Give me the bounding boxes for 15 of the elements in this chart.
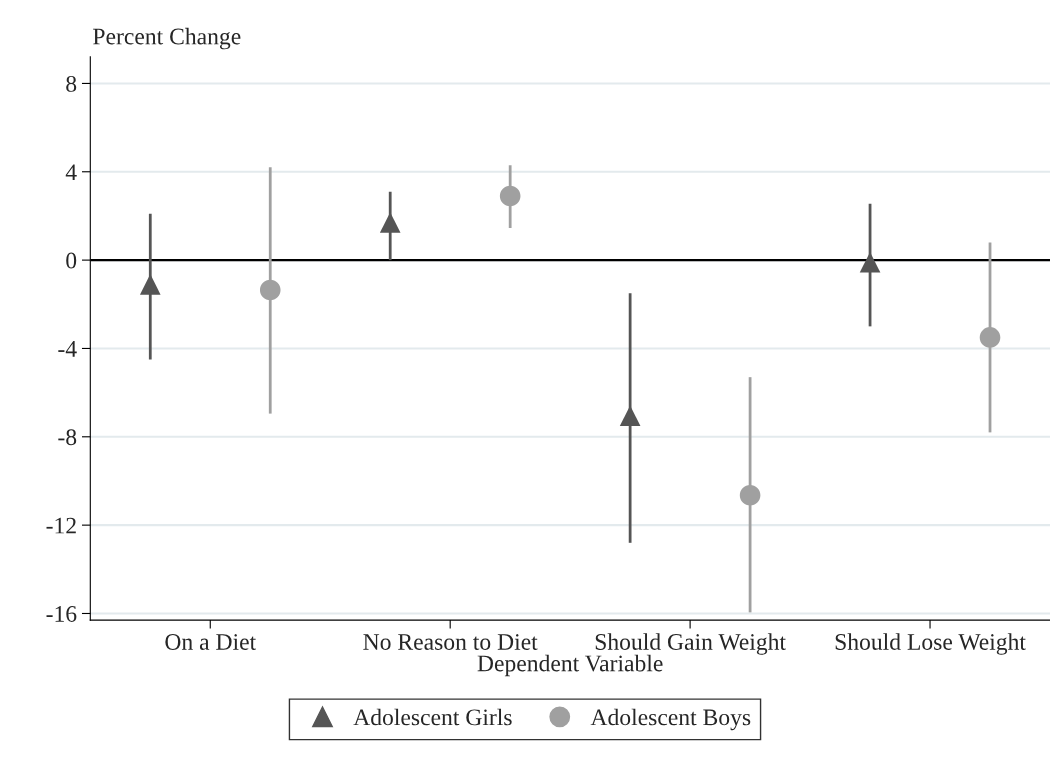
y-axis-title: Percent Change xyxy=(93,27,241,50)
x-tick-label: On a Diet xyxy=(165,634,257,650)
legend-label: Adolescent Boys xyxy=(590,708,751,731)
legend-label: Adolescent Girls xyxy=(353,708,512,726)
x-tick-label: No Reason to Diet xyxy=(363,634,538,650)
x-tick-label: Should Gain Weight xyxy=(595,633,786,655)
y-tick-label: 8 xyxy=(66,75,77,92)
y-tick-label: 0 xyxy=(66,252,77,269)
y-tick-label: -4 xyxy=(58,341,77,357)
x-tick-label: Should Lose Weight xyxy=(835,633,1026,655)
y-tick-label: -8 xyxy=(58,429,77,446)
x-axis-title: Dependent Variable xyxy=(477,654,663,677)
y-tick-label: 4 xyxy=(65,164,77,180)
y-tick-label: -16 xyxy=(46,606,77,622)
y-tick-label: -12 xyxy=(46,517,76,534)
